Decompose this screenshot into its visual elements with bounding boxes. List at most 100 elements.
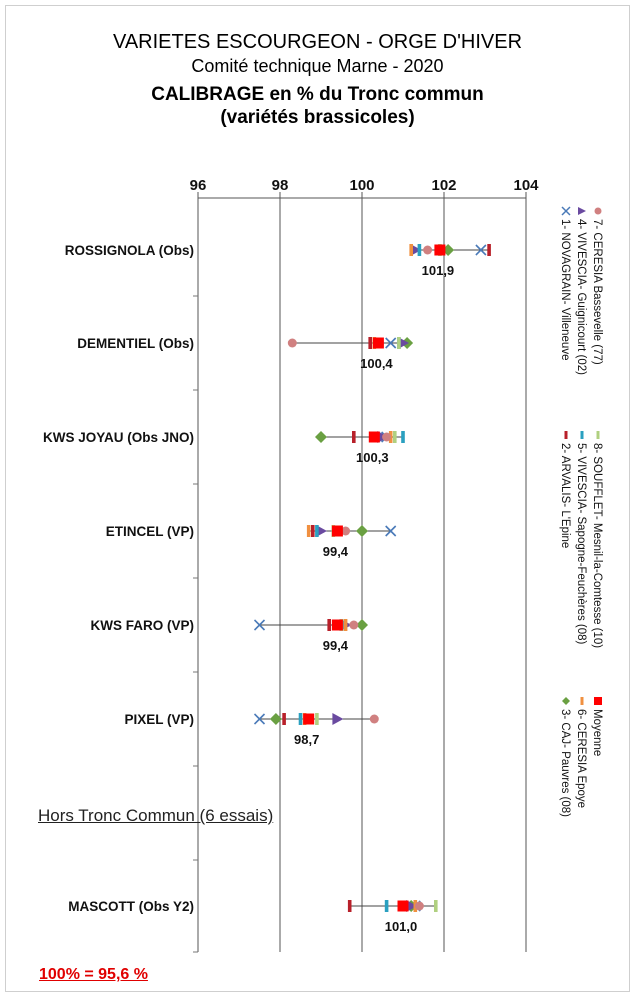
point-4-vivescia-guignicourt-02-mascott-obs-y2 [406,900,418,912]
point-8-soufflet-mesnil-la-comtesse-10-dementiel-obs [397,337,401,349]
legend-marker-7-ceresia-bassevelle-77 [594,207,602,215]
point-1-novagrain-villeneuve-kws-faro-vp [253,619,266,631]
legend-marker-6-ceresia-epoye [580,697,584,705]
mean-label-kws-faro-vp: 99,4 [323,638,349,653]
point-moyenne-rossignola-obs [434,244,446,256]
point-7-ceresia-bassevelle-77-mascott-obs-y2 [414,901,424,911]
point-8-soufflet-mesnil-la-comtesse-10-kws-joyau-obs-jno [393,431,397,443]
point-1-novagrain-villeneuve-pixel-vp [253,713,266,725]
point-moyenne-mascott-obs-y2 [397,900,409,912]
point-6-ceresia-epoye-kws-faro-vp [343,619,348,631]
point-2-arvalis-l-epine-dementiel-obs [368,337,372,349]
legend-entry-7-ceresia-bassevelle-77: 7- CERESIA Bassevelle (77) [591,207,603,365]
point-7-ceresia-bassevelle-77-pixel-vp [369,714,379,724]
point-6-ceresia-epoye-etincel-vp [306,525,311,537]
point-2-arvalis-l-epine-rossignola-obs [487,244,491,256]
point-moyenne-pixel-vp [303,713,315,725]
legend-marker-1-novagrain-villeneuve [561,206,571,216]
category-label-etincel-vp: ETINCEL (VP) [106,524,194,539]
point-4-vivescia-guignicourt-02-etincel-vp [316,525,327,537]
legend-label-5-vivescia-sapogne-feuch-res-08: 5- VIVESCIA- Sapogne-Feuchères (08) [575,443,587,645]
point-moyenne-kws-joyau-obs-jno [368,431,380,443]
point-3-caj-pauvres-08-kws-faro-vp [356,619,368,631]
point-1-novagrain-villeneuve-dementiel-obs [385,337,397,349]
chart-title-bold: CALIBRAGE [151,84,265,105]
legend-entry-4-vivescia-guignicourt-02: 4- VIVESCIA- Guignicourt (02) [575,207,587,375]
category-label-mascott-obs-y2: MASCOTT (Obs Y2) [68,899,194,914]
point-7-ceresia-bassevelle-77-kws-joyau-obs-jno [382,432,392,442]
mean-label-mascott-obs-y2: 101,0 [385,919,418,934]
point-7-ceresia-bassevelle-77-etincel-vp [341,526,351,536]
chart-title-line-4: (variétés brassicoles) [220,107,415,128]
point-3-caj-pauvres-08-kws-joyau-obs-jno [315,431,327,443]
point-8-soufflet-mesnil-la-comtesse-10-mascott-obs-y2 [434,900,438,912]
legend-marker-4-vivescia-guignicourt-02 [578,207,586,215]
legend-label-3-caj-pauvres-08: 3- CAJ- Pauvres (08) [559,709,571,817]
point-moyenne-dementiel-obs [372,337,384,349]
legend-label-2-arvalis-l-epine: 2- ARVALIS- L'Epine [559,443,571,548]
x-tick-label-102: 102 [431,177,456,194]
point-6-ceresia-epoye-rossignola-obs [409,244,413,256]
point-2-arvalis-l-epine-kws-joyau-obs-jno [352,431,356,443]
category-label-kws-joyau-obs-jno: KWS JOYAU (Obs JNO) [43,430,194,445]
point-moyenne-etincel-vp [331,525,343,537]
point-4-vivescia-guignicourt-02-dementiel-obs [398,337,409,349]
legend-label-1-novagrain-villeneuve: 1- NOVAGRAIN- Villeneuve [559,219,571,360]
legend-marker-8-soufflet-mesnil-la-comtesse-10 [596,431,600,439]
mean-label-dementiel-obs: 100,4 [360,356,393,371]
mean-label-rossignola-obs: 101,9 [422,263,455,278]
point-4-vivescia-guignicourt-02-pixel-vp [332,713,344,725]
legend-entry-5-vivescia-sapogne-feuch-res-08: 5- VIVESCIA- Sapogne-Feuchères (08) [575,431,587,645]
chart-title-line-1: VARIETES ESCOURGEON - ORGE D'HIVER [112,31,523,53]
category-label-pixel-vp: PIXEL (VP) [124,712,194,727]
legend-marker-3-caj-pauvres-08 [562,697,570,705]
mean-label-pixel-vp: 98,7 [294,732,319,747]
legend-entry-3-caj-pauvres-08: 3- CAJ- Pauvres (08) [559,697,571,817]
point-3-caj-pauvres-08-etincel-vp [356,525,368,537]
category-label-rossignola-obs: ROSSIGNOLA (Obs) [65,243,194,258]
point-5-vivescia-sapogne-feuch-res-08-kws-joyau-obs-jno [401,431,405,443]
point-1-novagrain-villeneuve-rossignola-obs [475,244,487,256]
point-3-caj-pauvres-08-pixel-vp [269,713,282,725]
legend-entry-1-novagrain-villeneuve: 1- NOVAGRAIN- Villeneuve [559,206,571,360]
legend-label-7-ceresia-bassevelle-77: 7- CERESIA Bassevelle (77) [591,219,603,365]
category-label-dementiel-obs: DEMENTIEL (Obs) [77,336,194,351]
legend-marker-5-vivescia-sapogne-feuch-res-08 [580,431,584,439]
point-4-vivescia-guignicourt-02-rossignola-obs [410,244,422,256]
legend-label-8-soufflet-mesnil-la-comtesse-10: 8- SOUFFLET- Mesnil-la-Comtesse (10) [591,443,603,648]
x-tick-label-98: 98 [272,177,289,194]
point-5-vivescia-sapogne-feuch-res-08-rossignola-obs [417,244,422,256]
point-7-ceresia-bassevelle-77-dementiel-obs [287,338,297,348]
legend-label-4-vivescia-guignicourt-02: 4- VIVESCIA- Guignicourt (02) [575,219,587,375]
point-2-arvalis-l-epine-pixel-vp [282,713,286,725]
footnote-reference: 100% = 95,6 % [39,966,148,983]
x-tick-label-104: 104 [513,177,539,194]
x-tick-label-96: 96 [190,177,207,194]
x-tick-label-100: 100 [349,177,374,194]
chart-title-rest: en % du Tronc commun [264,84,484,105]
point-5-vivescia-sapogne-feuch-res-08-pixel-vp [298,713,303,725]
point-2-arvalis-l-epine-mascott-obs-y2 [347,900,352,912]
point-7-ceresia-bassevelle-77-kws-faro-vp [349,620,359,630]
legend-label-moyenne: Moyenne [591,709,603,756]
point-8-soufflet-mesnil-la-comtesse-10-pixel-vp [315,713,319,725]
section-label-hors-tronc-commun: Hors Tronc Commun (6 essais) [38,806,274,825]
legend-entry-6-ceresia-epoye: 6- CERESIA Epoye [575,697,587,808]
category-label-kws-faro-vp: KWS FARO (VP) [91,618,195,633]
legend-marker-moyenne [594,697,602,705]
legend-entry-2-arvalis-l-epine: 2- ARVALIS- L'Epine [559,431,571,548]
point-2-arvalis-l-epine-etincel-vp [311,525,315,537]
mean-label-kws-joyau-obs-jno: 100,3 [356,450,389,465]
legend-label-6-ceresia-epoye: 6- CERESIA Epoye [575,709,587,808]
page-border [5,5,630,992]
point-7-ceresia-bassevelle-77-rossignola-obs [423,245,433,255]
legend-marker-2-arvalis-l-epine [564,431,568,439]
point-2-arvalis-l-epine-kws-faro-vp [327,619,331,631]
point-1-novagrain-villeneuve-etincel-vp [385,525,397,537]
legend-entry-8-soufflet-mesnil-la-comtesse-10: 8- SOUFFLET- Mesnil-la-Comtesse (10) [591,431,603,648]
point-5-vivescia-sapogne-feuch-res-08-etincel-vp [315,525,319,537]
point-5-vivescia-sapogne-feuch-res-08-mascott-obs-y2 [384,900,389,912]
mean-label-etincel-vp: 99,4 [323,544,349,559]
point-moyenne-kws-faro-vp [331,619,343,631]
